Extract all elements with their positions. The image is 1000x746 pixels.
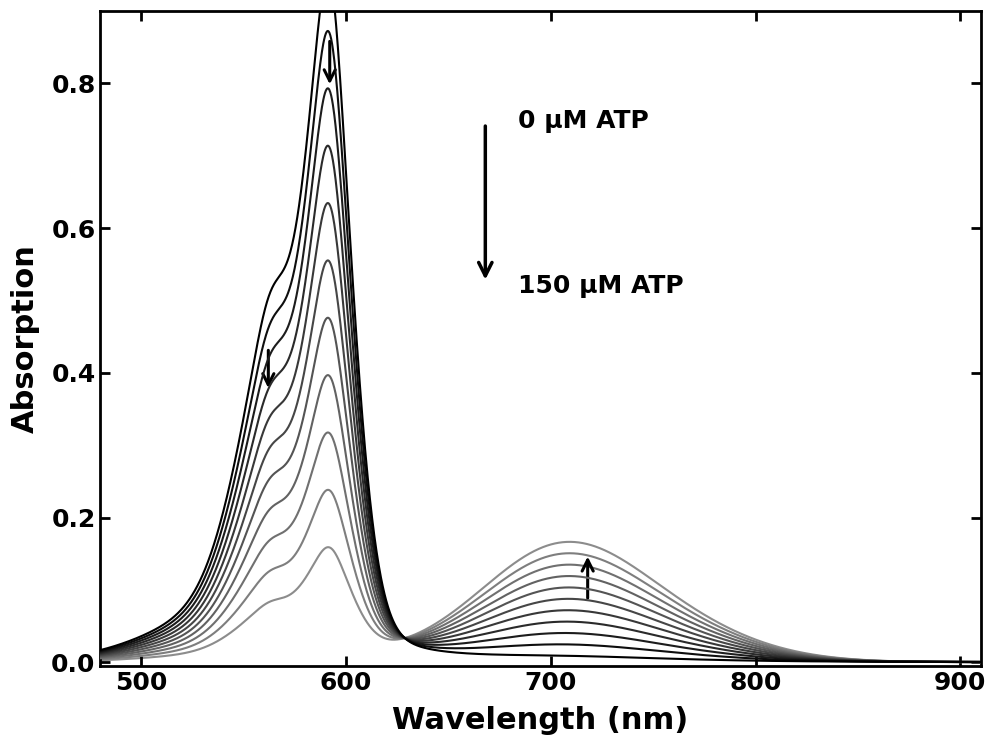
- X-axis label: Wavelength (nm): Wavelength (nm): [392, 706, 689, 735]
- Y-axis label: Absorption: Absorption: [11, 244, 40, 433]
- Text: 0 μM ATP: 0 μM ATP: [518, 109, 649, 133]
- Text: 150 μM ATP: 150 μM ATP: [518, 274, 684, 298]
